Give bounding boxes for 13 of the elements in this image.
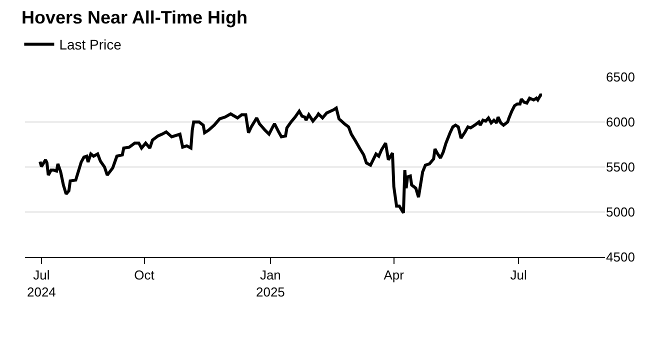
chart-title: Hovers Near All-Time High [21,8,248,28]
x-tick-label: Jan 2025 [256,268,285,300]
y-tick-label: 6000 [606,114,635,130]
y-tick-label: 5000 [606,204,635,220]
y-tick-label: 5500 [606,160,635,175]
x-tick-label: Oct [134,268,155,283]
y-tick-label: 6500 [606,70,635,85]
y-tick-label: 4500 [606,250,635,265]
legend-label: Last Price [59,36,122,53]
x-tick-label: Apr [384,268,405,283]
x-tick-label: Jul [510,268,528,283]
x-tick-label: Jul 2024 [26,268,56,300]
line-series [38,94,544,214]
